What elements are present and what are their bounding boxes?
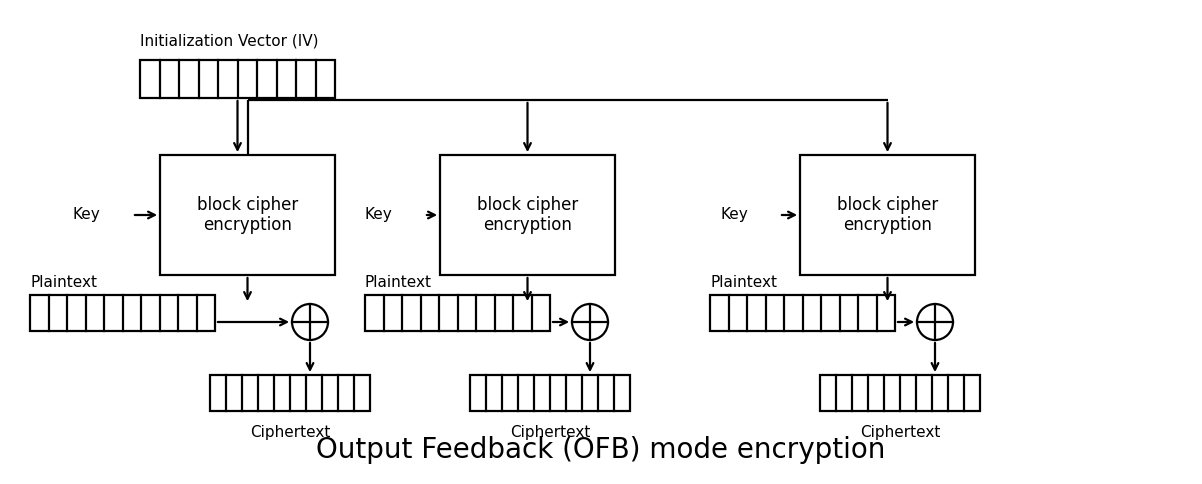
Text: Plaintext: Plaintext bbox=[710, 275, 776, 290]
Bar bbox=[470, 375, 630, 411]
Text: Initialization Vector (IV): Initialization Vector (IV) bbox=[139, 33, 319, 48]
Text: Key: Key bbox=[73, 208, 101, 223]
Text: Output Feedback (OFB) mode encryption: Output Feedback (OFB) mode encryption bbox=[316, 436, 886, 464]
Circle shape bbox=[572, 304, 608, 340]
Bar bbox=[440, 155, 615, 275]
Bar bbox=[30, 295, 215, 331]
Bar bbox=[139, 60, 335, 98]
Text: Key: Key bbox=[720, 208, 748, 223]
Bar bbox=[801, 155, 975, 275]
Bar bbox=[365, 295, 551, 331]
Bar bbox=[820, 375, 980, 411]
Circle shape bbox=[292, 304, 328, 340]
Text: Plaintext: Plaintext bbox=[30, 275, 97, 290]
Text: block cipher
encryption: block cipher encryption bbox=[197, 196, 298, 234]
Bar bbox=[710, 295, 895, 331]
Text: Key: Key bbox=[365, 208, 393, 223]
Text: Plaintext: Plaintext bbox=[365, 275, 432, 290]
Bar bbox=[210, 375, 370, 411]
Text: block cipher
encryption: block cipher encryption bbox=[837, 196, 938, 234]
Bar bbox=[160, 155, 335, 275]
Circle shape bbox=[917, 304, 953, 340]
Text: Ciphertext: Ciphertext bbox=[859, 425, 940, 440]
Text: block cipher
encryption: block cipher encryption bbox=[477, 196, 578, 234]
Text: Ciphertext: Ciphertext bbox=[510, 425, 590, 440]
Text: Ciphertext: Ciphertext bbox=[250, 425, 331, 440]
